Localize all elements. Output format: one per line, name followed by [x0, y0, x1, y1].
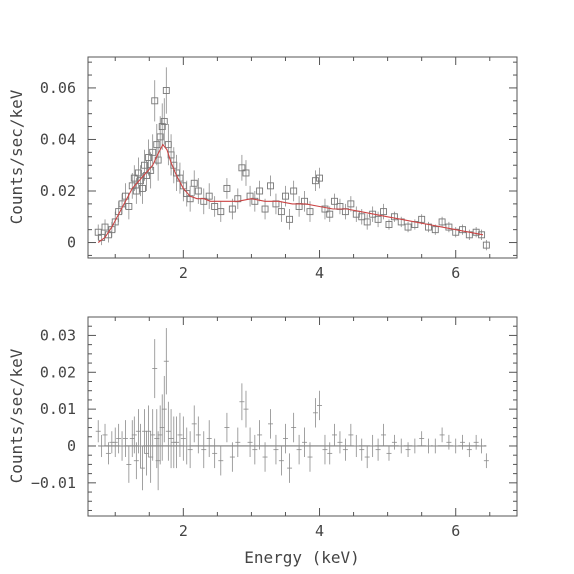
- x-tick-label: 2: [179, 264, 188, 282]
- data-point: [238, 164, 246, 172]
- data-point: [306, 208, 314, 216]
- spectrum-panel: 2 4 6 0 0.02 0.04 0.06: [40, 56, 518, 282]
- data-point: [251, 197, 259, 205]
- data-point: [326, 210, 334, 218]
- data-point: [134, 169, 142, 177]
- data-point: [101, 223, 109, 231]
- data-point: [363, 218, 371, 226]
- data-point: [139, 184, 146, 192]
- residuals-panel: 2 4 6 −0.01 0 0.01 0.02 0.03: [31, 316, 518, 540]
- data-point: [385, 221, 393, 228]
- data-point: [331, 197, 338, 205]
- data-point: [459, 226, 466, 234]
- data-point: [418, 215, 426, 223]
- x-tick-label: 4: [315, 522, 324, 540]
- x-tick-label: 2: [179, 522, 188, 540]
- data-point: [478, 231, 486, 239]
- model-curve: [97, 143, 484, 243]
- data-point: [267, 182, 274, 190]
- data-point: [438, 218, 446, 226]
- data-point: [125, 203, 133, 210]
- y-tick-label: 0.03: [40, 326, 76, 344]
- data-point: [390, 213, 398, 221]
- data-point: [290, 187, 298, 195]
- data-point: [190, 179, 198, 187]
- data-point: [145, 154, 153, 161]
- y-tick-label: 0.02: [40, 182, 76, 200]
- data-point: [242, 169, 250, 177]
- data-point: [282, 192, 289, 200]
- data-point: [156, 133, 164, 141]
- data-point: [321, 205, 329, 213]
- data-point: [141, 161, 148, 169]
- data-point: [217, 208, 225, 216]
- data-point: [158, 123, 166, 131]
- data-point: [347, 200, 355, 208]
- data-point: [136, 177, 144, 185]
- y-tick-label: 0.06: [40, 79, 76, 97]
- data-point: [194, 187, 202, 195]
- data-point: [277, 208, 285, 216]
- data-point: [223, 184, 231, 192]
- plot-frame: [87, 56, 518, 259]
- y-tick-label: 0.04: [40, 130, 76, 148]
- data-point: [482, 241, 490, 249]
- x-axis-label: Energy (keV): [244, 548, 360, 567]
- plot-frame: [87, 316, 518, 517]
- data-point: [153, 141, 161, 149]
- data-point: [316, 174, 323, 182]
- data-point: [431, 226, 439, 234]
- data-point: [256, 187, 264, 195]
- data-point: [445, 223, 453, 231]
- data-point: [160, 117, 168, 125]
- data-point: [228, 205, 236, 213]
- data-point: [374, 215, 382, 223]
- data-point: [358, 213, 366, 221]
- x-tick-label: 6: [451, 522, 460, 540]
- data-point: [211, 203, 219, 210]
- y-tick-label: −0.01: [31, 474, 76, 492]
- data-point: [151, 97, 159, 105]
- data-point: [261, 205, 269, 213]
- data-point: [111, 218, 119, 226]
- y-tick-label: 0.01: [40, 400, 76, 418]
- data-point: [162, 87, 170, 94]
- top-y-axis-label: Counts/sec/keV: [7, 89, 26, 224]
- y-tick-label: 0.02: [40, 363, 76, 381]
- y-tick-label: 0: [67, 234, 76, 252]
- x-tick-label: 4: [315, 264, 324, 282]
- data-point: [380, 208, 387, 216]
- bottom-y-axis-label: Counts/sec/keV: [7, 348, 26, 483]
- data-point: [404, 223, 412, 231]
- data-point: [286, 215, 294, 223]
- x-tick-label: 6: [451, 264, 460, 282]
- data-point: [205, 192, 213, 200]
- data-point: [149, 148, 157, 156]
- y-tick-label: 0: [67, 437, 76, 455]
